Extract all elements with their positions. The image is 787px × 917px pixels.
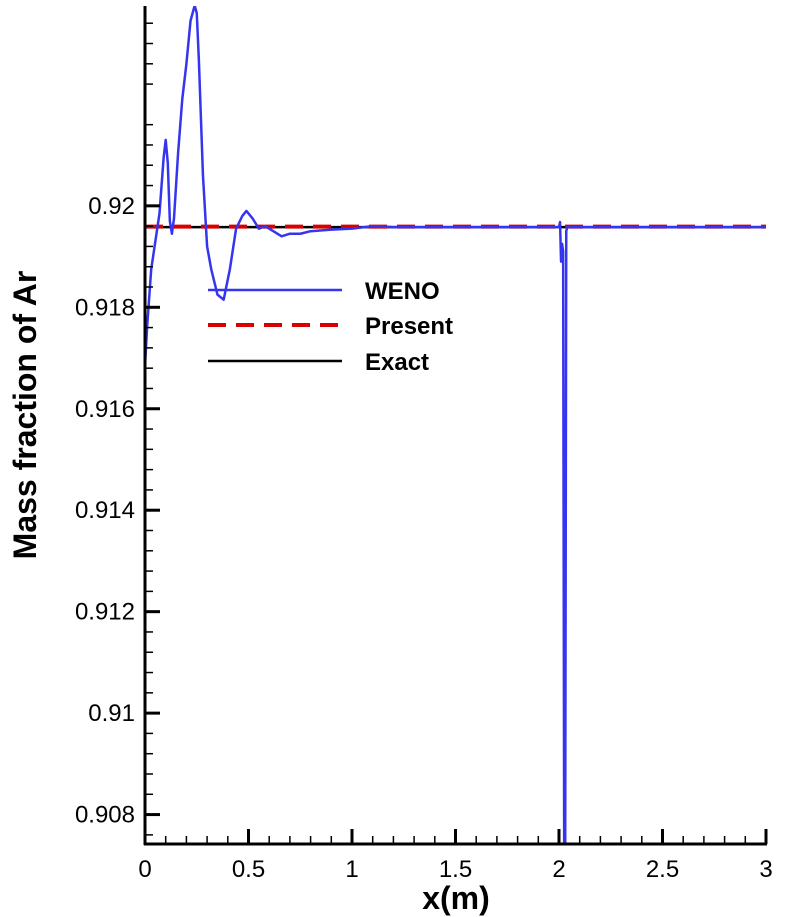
y-tick-label: 0.916 xyxy=(75,396,135,423)
series-layer xyxy=(145,6,766,844)
x-tick-label: 2.5 xyxy=(646,856,679,883)
x-tick-label: 1 xyxy=(345,856,358,883)
x-tick-label: 0 xyxy=(138,856,151,883)
y-axis-title: Mass fraction of Ar xyxy=(7,271,43,560)
x-tick-label: 3 xyxy=(759,856,772,883)
axes-layer xyxy=(143,6,767,846)
tick-labels-layer: 0 0.5 1 1.5 2 2.5 3 0.908 0.91 0.912 0.914 0.916 0.9… xyxy=(75,193,773,883)
series-line-weno xyxy=(145,6,766,844)
y-tick-label: 0.91 xyxy=(88,700,135,727)
y-tick-label: 0.912 xyxy=(75,599,135,626)
legend-label-weno: WENO xyxy=(365,278,440,305)
legend-label-exact: Exact xyxy=(365,349,429,376)
y-tick-label: 0.92 xyxy=(88,193,135,220)
y-tick-label: 0.908 xyxy=(75,802,135,829)
y-tick-label: 0.914 xyxy=(75,497,135,524)
legend-label-present: Present xyxy=(365,313,453,340)
x-tick-label: 1.5 xyxy=(439,856,472,883)
x-tick-label: 0.5 xyxy=(232,856,265,883)
x-axis-title: x(m) xyxy=(422,880,490,916)
legend: WENO Present Exact xyxy=(208,278,453,376)
ticks-layer xyxy=(143,22,768,844)
y-tick-label: 0.918 xyxy=(75,294,135,321)
x-tick-label: 2 xyxy=(552,856,565,883)
